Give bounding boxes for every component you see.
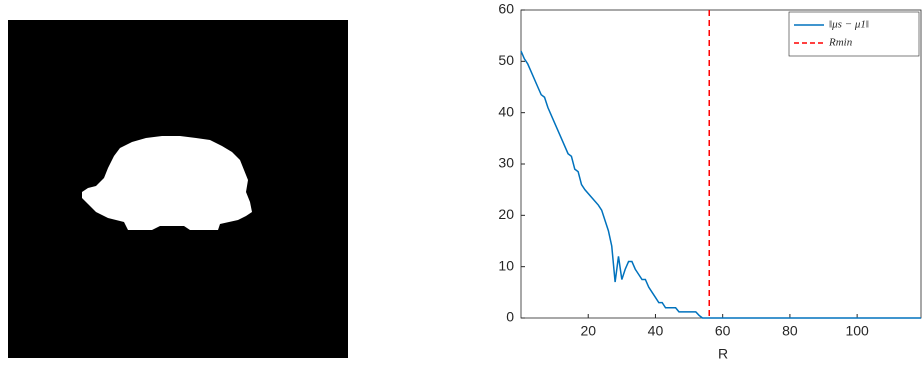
legend-box	[788, 11, 920, 57]
legend-label: ‖μs − μ1‖	[829, 19, 869, 31]
x-tick-label: 40	[648, 323, 664, 339]
x-tick-label: 20	[580, 323, 596, 339]
plot-area	[520, 9, 922, 319]
data-line	[520, 50, 921, 319]
x-tick-label: 80	[782, 323, 798, 339]
x-tick-label: 100	[845, 323, 869, 339]
x-axis-label: R	[718, 346, 728, 362]
y-tick-label: 60	[498, 1, 514, 17]
y-tick-label: 10	[498, 257, 514, 273]
hedgehog-silhouette	[82, 136, 252, 230]
x-tick-label: 60	[715, 323, 731, 339]
legend: ‖μs − μ1‖ Rmin	[788, 11, 920, 57]
y-tick-label: 50	[498, 52, 514, 68]
y-tick-label: 40	[498, 103, 514, 119]
y-tick-label: 30	[498, 155, 514, 171]
legend-label: Rmin	[828, 37, 853, 49]
y-tick-label: 0	[506, 309, 514, 325]
y-tick-label: 20	[498, 206, 514, 222]
